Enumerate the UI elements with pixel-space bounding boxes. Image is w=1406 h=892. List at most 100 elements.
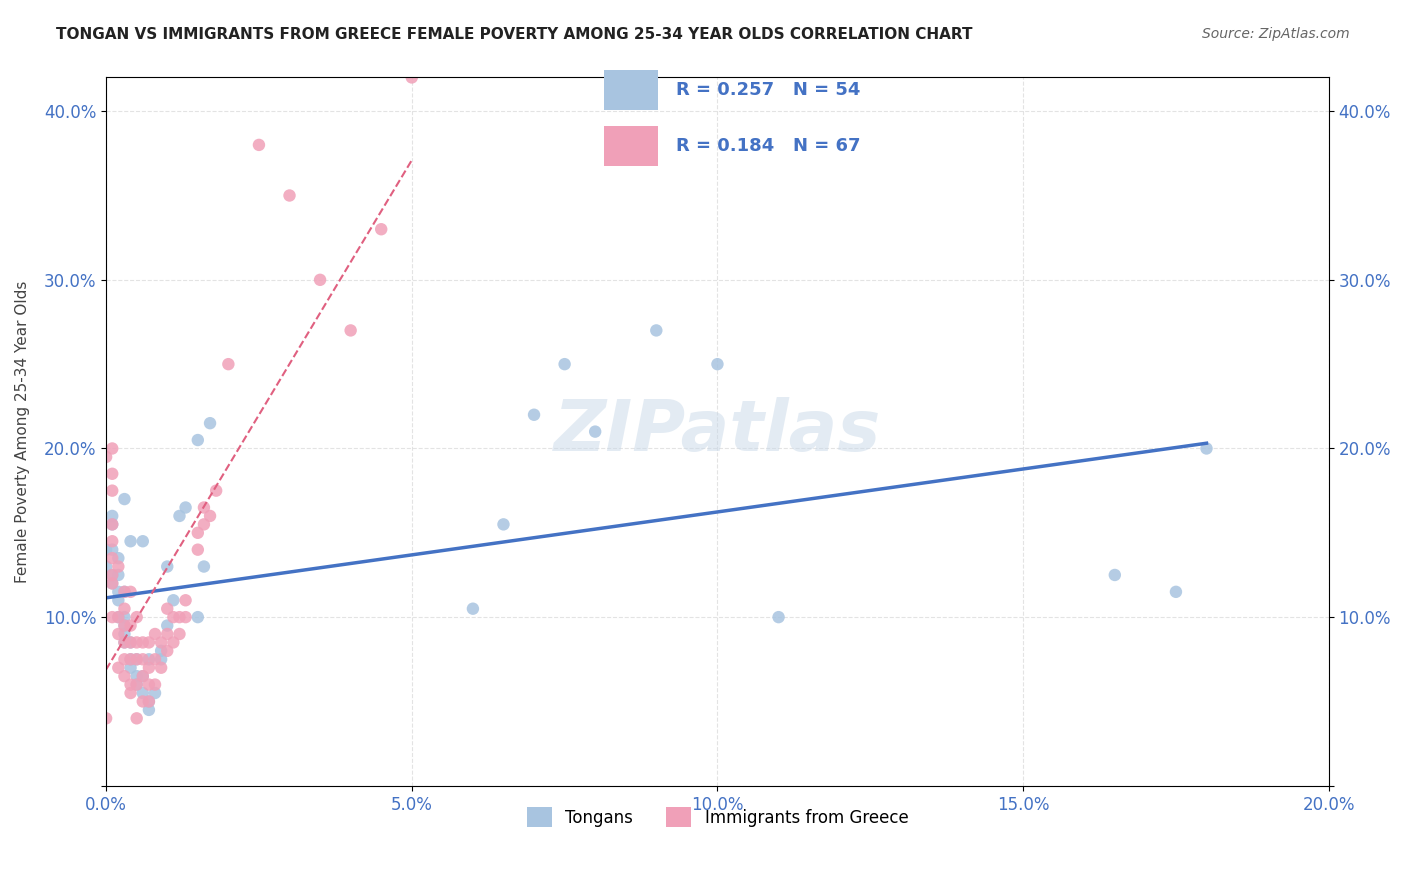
Point bbox=[278, 188, 301, 202]
Point bbox=[150, 652, 173, 666]
Point bbox=[132, 635, 155, 649]
Point bbox=[138, 661, 160, 675]
Point bbox=[125, 610, 148, 624]
Point bbox=[125, 677, 148, 691]
Point bbox=[1195, 442, 1218, 456]
Point bbox=[162, 593, 184, 607]
Point bbox=[768, 610, 790, 624]
Point bbox=[132, 652, 155, 666]
Point bbox=[107, 584, 129, 599]
Point bbox=[132, 534, 155, 549]
Point bbox=[169, 508, 191, 523]
Point bbox=[101, 517, 124, 532]
Point bbox=[138, 694, 160, 708]
FancyBboxPatch shape bbox=[605, 126, 658, 166]
Point bbox=[174, 593, 197, 607]
Point bbox=[94, 559, 117, 574]
Point bbox=[101, 534, 124, 549]
Point bbox=[174, 610, 197, 624]
Point bbox=[1164, 584, 1187, 599]
Text: R = 0.184   N = 67: R = 0.184 N = 67 bbox=[676, 137, 860, 155]
Point bbox=[120, 652, 142, 666]
Point bbox=[101, 483, 124, 498]
Point bbox=[107, 610, 129, 624]
Point bbox=[143, 686, 166, 700]
Point bbox=[125, 635, 148, 649]
Point bbox=[401, 70, 423, 85]
Point bbox=[193, 500, 215, 515]
Point bbox=[120, 618, 142, 632]
Point bbox=[107, 593, 129, 607]
Point bbox=[101, 542, 124, 557]
Point bbox=[114, 618, 136, 632]
Point bbox=[114, 618, 136, 632]
Point bbox=[370, 222, 392, 236]
Point bbox=[120, 534, 142, 549]
Point bbox=[101, 576, 124, 591]
Point bbox=[101, 551, 124, 566]
Point bbox=[198, 416, 221, 430]
Point bbox=[114, 584, 136, 599]
Point bbox=[169, 610, 191, 624]
Point bbox=[132, 686, 155, 700]
Point bbox=[162, 635, 184, 649]
Point bbox=[309, 273, 332, 287]
Point bbox=[143, 627, 166, 641]
Point bbox=[94, 542, 117, 557]
Point bbox=[169, 627, 191, 641]
FancyBboxPatch shape bbox=[605, 70, 658, 110]
Point bbox=[125, 677, 148, 691]
Point bbox=[138, 694, 160, 708]
Point bbox=[120, 584, 142, 599]
Point bbox=[125, 669, 148, 683]
Point bbox=[101, 508, 124, 523]
Point bbox=[138, 703, 160, 717]
Point bbox=[193, 517, 215, 532]
Point bbox=[247, 137, 270, 152]
Point bbox=[193, 559, 215, 574]
Point bbox=[94, 450, 117, 464]
Point bbox=[114, 627, 136, 641]
Point bbox=[107, 661, 129, 675]
Text: Source: ZipAtlas.com: Source: ZipAtlas.com bbox=[1202, 27, 1350, 41]
Point bbox=[114, 601, 136, 615]
Point bbox=[101, 610, 124, 624]
Point bbox=[107, 627, 129, 641]
Point bbox=[107, 559, 129, 574]
Point bbox=[132, 694, 155, 708]
Point bbox=[138, 635, 160, 649]
Point bbox=[114, 610, 136, 624]
Point bbox=[114, 652, 136, 666]
Text: TONGAN VS IMMIGRANTS FROM GREECE FEMALE POVERTY AMONG 25-34 YEAR OLDS CORRELATIO: TONGAN VS IMMIGRANTS FROM GREECE FEMALE … bbox=[56, 27, 973, 42]
Point bbox=[114, 635, 136, 649]
Point bbox=[339, 323, 361, 337]
Point bbox=[156, 601, 179, 615]
Point bbox=[114, 669, 136, 683]
Point bbox=[125, 652, 148, 666]
Point bbox=[101, 467, 124, 481]
Point bbox=[125, 711, 148, 725]
Point bbox=[120, 635, 142, 649]
Point bbox=[198, 508, 221, 523]
Point bbox=[101, 568, 124, 582]
Point bbox=[120, 635, 142, 649]
Point bbox=[107, 610, 129, 624]
Point bbox=[205, 483, 228, 498]
Point bbox=[101, 576, 124, 591]
Point bbox=[143, 677, 166, 691]
Point bbox=[120, 652, 142, 666]
Point bbox=[523, 408, 546, 422]
Point bbox=[583, 425, 606, 439]
Point bbox=[156, 627, 179, 641]
Point bbox=[554, 357, 576, 371]
Point bbox=[120, 661, 142, 675]
Point bbox=[120, 677, 142, 691]
Point bbox=[101, 568, 124, 582]
Point bbox=[132, 669, 155, 683]
Point bbox=[706, 357, 728, 371]
Y-axis label: Female Poverty Among 25-34 Year Olds: Female Poverty Among 25-34 Year Olds bbox=[15, 280, 30, 582]
Point bbox=[138, 652, 160, 666]
Point bbox=[162, 610, 184, 624]
Point bbox=[125, 652, 148, 666]
Point bbox=[138, 677, 160, 691]
